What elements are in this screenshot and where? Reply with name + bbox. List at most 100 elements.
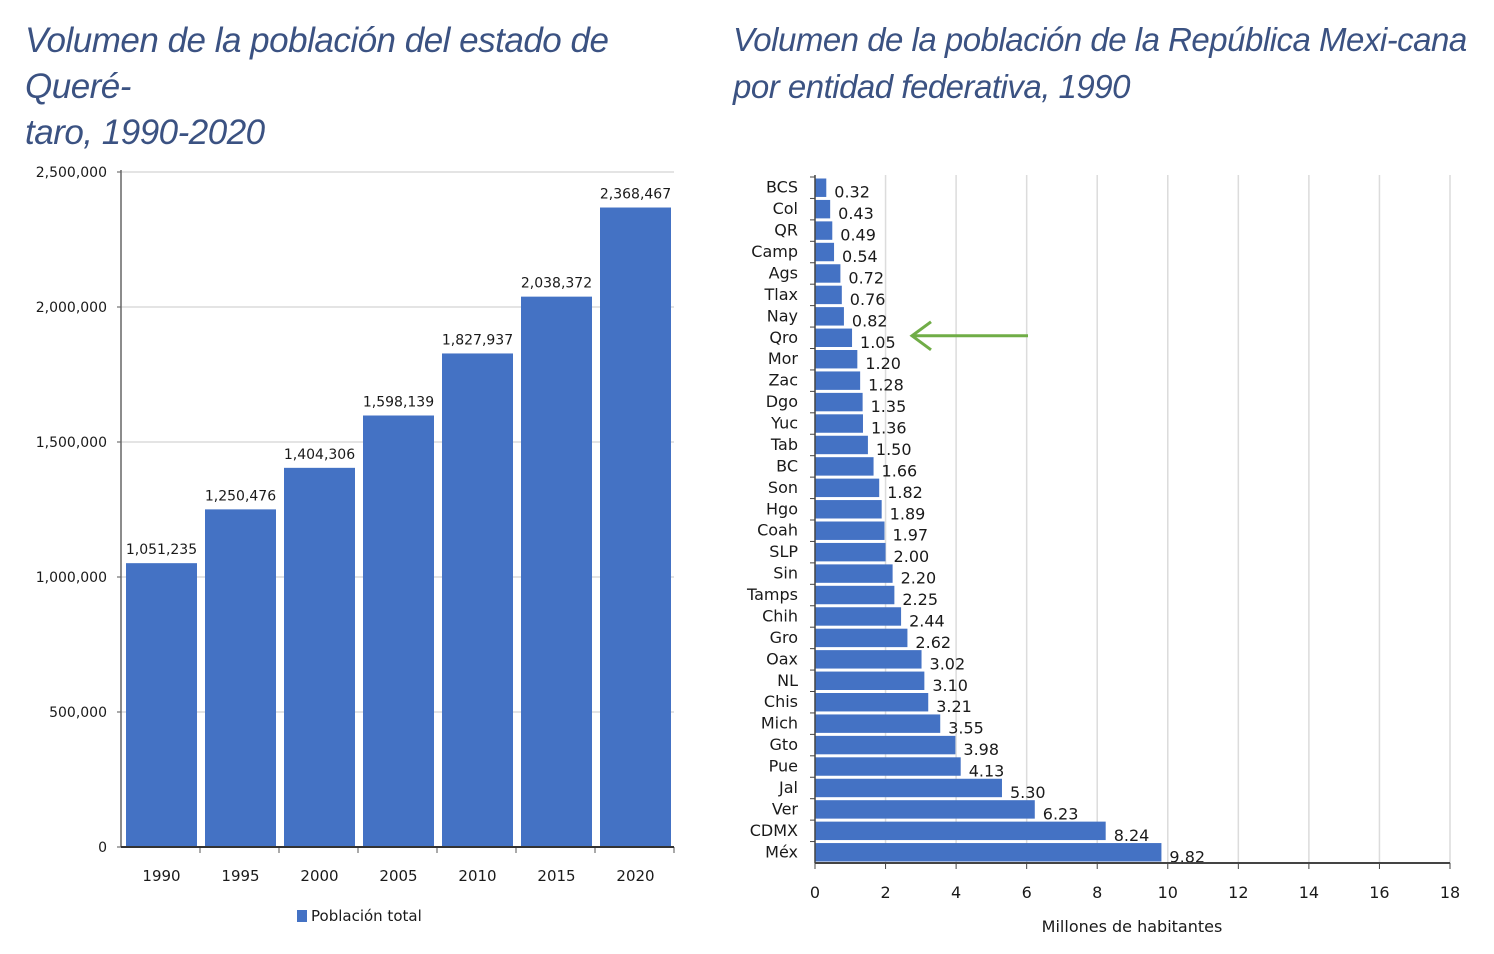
y-tick-label: 2,500,000 [36,165,107,181]
data-label: 1.82 [887,483,923,502]
y-tick-label: Nay [767,306,798,325]
x-tick-label: 2 [880,883,890,902]
y-tick-label: Yuc [770,414,798,433]
x-tick-label: 8 [1092,883,1102,902]
bar-Col [815,199,831,219]
y-tick-label: Chis [764,692,798,711]
bar-CDMX [815,821,1106,841]
data-label: 1,827,937 [442,332,513,348]
bar-2020 [600,207,671,847]
y-tick-label: Dgo [766,392,798,411]
bar-Ags [815,264,841,283]
left-title-line-2: taro, 1990-2020 [25,113,265,152]
y-tick-label: Oax [766,649,798,668]
y-tick-label: Gro [770,628,798,647]
data-label: 1,250,476 [205,488,276,504]
y-tick-label: Hgo [766,499,798,518]
data-label: 0.54 [842,247,878,266]
data-label: 0.49 [840,226,876,245]
y-tick-label: Mich [761,714,798,733]
bar-Son [815,478,880,498]
bar-2005 [363,415,434,847]
bar-Nay [815,307,844,326]
data-label: 1.36 [871,419,907,438]
data-label: 1.35 [871,397,907,416]
bar-Gro [815,628,908,648]
data-label: 1.28 [868,376,904,395]
y-tick-label: Ags [769,263,798,282]
y-tick-label: Zac [768,371,798,390]
data-label: 9.82 [1169,847,1205,866]
x-tick-label: 18 [1440,883,1460,902]
bar-2010 [442,353,513,847]
y-tick-label: 1,500,000 [36,435,107,451]
data-label: 0.76 [850,290,886,309]
data-label: 1.97 [892,526,928,545]
y-tick-label: Chih [762,606,798,625]
x-tick-label: 2000 [300,867,338,885]
y-tick-label: Tab [770,435,798,454]
x-tick-label: 2005 [379,867,417,885]
legend-swatch [297,910,307,922]
y-tick-label: Son [768,478,798,497]
data-label: 1,404,306 [284,447,355,463]
bar-Yuc [815,414,863,433]
bar-Hgo [815,500,882,519]
x-tick-label: 12 [1228,883,1248,902]
x-tick-label: 14 [1299,883,1319,902]
legend-label: Población total [311,907,422,925]
y-tick-label: BC [776,456,798,475]
bar-Zac [815,371,861,390]
x-tick-label: 6 [1022,883,1032,902]
y-tick-label: Gto [770,735,798,754]
bar-Coah [815,521,885,540]
data-label: 2,038,372 [521,276,592,292]
y-tick-label: Mor [768,349,799,368]
bar-Oax [815,650,922,669]
data-label: 0.82 [852,311,888,330]
data-label: 3.02 [930,654,966,673]
x-tick-label: 16 [1369,883,1389,902]
bar-Gto [815,735,956,755]
data-label: 2.25 [902,590,938,609]
bar-Mich [815,714,941,733]
annotation-arrow-head [909,320,932,351]
y-tick-label: Jal [778,778,798,797]
y-tick-label: QR [774,221,798,240]
bar-2015 [521,296,592,848]
data-label: 2,368,467 [600,187,671,203]
y-tick-label: Col [773,199,798,218]
y-tick-label: 500,000 [49,705,107,721]
y-tick-label: Tlax [764,285,799,304]
data-label: 1.66 [882,461,918,480]
data-label: 1.89 [890,504,926,523]
data-label: 1.50 [876,440,912,459]
x-tick-label: 1995 [221,867,259,885]
y-tick-label: Camp [751,242,798,261]
bar-BC [815,457,874,476]
bar-Tlax [815,285,842,305]
data-label: 2.00 [894,547,930,566]
bar-BCS [815,178,827,197]
data-label: 4.13 [969,762,1005,781]
y-tick-label: CDMX [750,821,798,840]
x-tick-label: 2015 [537,867,575,885]
y-tick-label: Sin [773,564,798,583]
bar-Méx [815,843,1162,862]
bar-Chis [815,693,929,712]
y-tick-label: 2,000,000 [36,300,107,316]
y-tick-label: Ver [772,799,799,818]
bar-Tab [815,435,868,455]
x-axis-label: Millones de habitantes [1042,917,1223,936]
bar-Camp [815,242,835,262]
data-label: 5.30 [1010,783,1046,802]
left-title-line-1: Volumen de la población del estado de Qu… [25,21,609,106]
data-label: 3.10 [932,676,968,695]
data-label: 2.20 [901,569,937,588]
data-label: 1.20 [865,354,901,373]
y-tick-label: Tamps [746,585,798,604]
bar-1990 [126,563,197,847]
x-tick-label: 10 [1158,883,1178,902]
x-tick-label: 2020 [616,867,654,885]
